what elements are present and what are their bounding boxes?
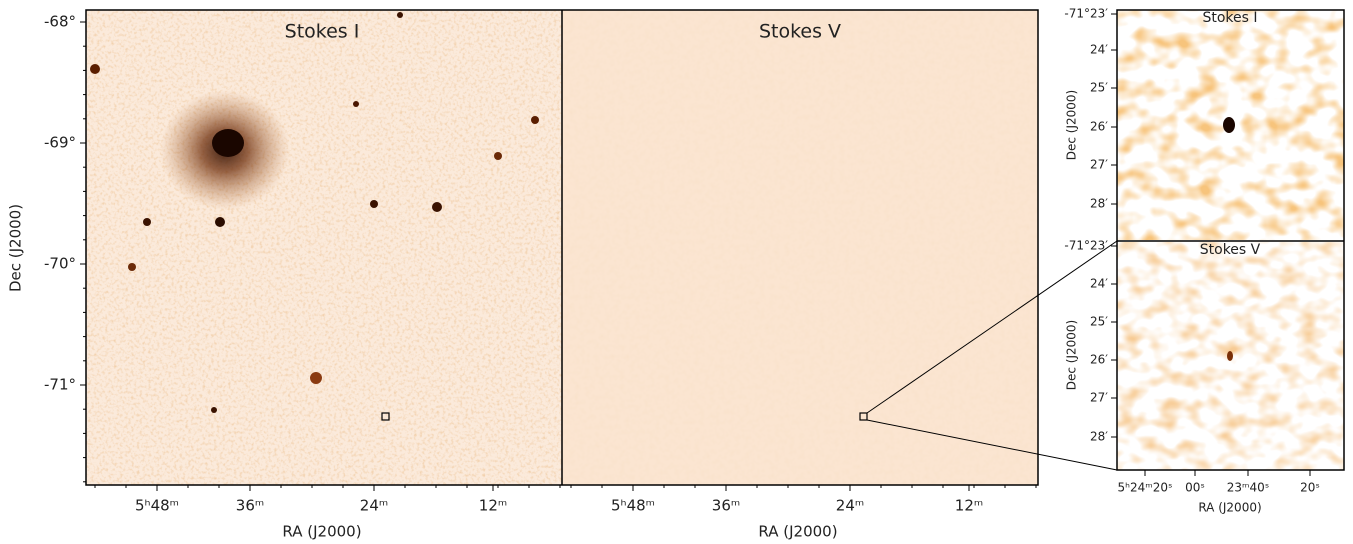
y-tick-label: -68° bbox=[44, 13, 76, 31]
y-tick-label: 28′ bbox=[1090, 197, 1108, 211]
y-tick-label: 27′ bbox=[1090, 158, 1108, 172]
x-tick-label: 24ᵐ bbox=[360, 497, 388, 515]
x-axis-label: RA (J2000) bbox=[758, 523, 837, 541]
y-tick-label: -71°23′ bbox=[1064, 239, 1108, 253]
y-tick-label: 26′ bbox=[1090, 120, 1108, 134]
panel-stokes-i bbox=[86, 10, 562, 485]
y-tick-label: 28′ bbox=[1090, 430, 1108, 444]
panel-stokes-v bbox=[562, 10, 1038, 485]
x-axis-label: RA (J2000) bbox=[1198, 501, 1261, 515]
y-axis-label: Dec (J2000) bbox=[7, 204, 25, 292]
x-tick-label: 5ʰ48ᵐ bbox=[611, 497, 655, 515]
y-tick-label: 24′ bbox=[1090, 277, 1108, 291]
y-axis-label: Dec (J2000) bbox=[1065, 90, 1079, 160]
x-tick-label: 23ᵐ40ˢ bbox=[1227, 481, 1270, 495]
x-tick-label: 36ᵐ bbox=[712, 497, 740, 515]
y-tick-label: 26′ bbox=[1090, 353, 1108, 367]
x-tick-label: 12ᵐ bbox=[955, 497, 983, 515]
y-tick-label: 27′ bbox=[1090, 391, 1108, 405]
x-axis-label: RA (J2000) bbox=[282, 523, 361, 541]
y-tick-label: 24′ bbox=[1090, 43, 1108, 57]
zoom-line bbox=[866, 419, 1118, 471]
x-tick-label: 00ˢ bbox=[1185, 481, 1205, 495]
x-tick-label: 20ˢ bbox=[1300, 481, 1320, 495]
x-tick-label: 5ʰ24ᵐ20ˢ bbox=[1118, 481, 1173, 495]
y-tick-label: 25′ bbox=[1090, 315, 1108, 329]
y-tick-label: -71° bbox=[44, 376, 76, 394]
x-tick-label: 12ᵐ bbox=[479, 497, 507, 515]
zoom-line bbox=[866, 240, 1118, 414]
x-tick-label: 24ᵐ bbox=[836, 497, 864, 515]
y-tick-label: -71°23′ bbox=[1064, 7, 1108, 21]
panel-title: Stokes V bbox=[759, 21, 841, 43]
inset-title: Stokes I bbox=[1202, 10, 1257, 26]
y-tick-label: -70° bbox=[44, 255, 76, 273]
x-tick-label: 5ʰ48ᵐ bbox=[135, 497, 179, 515]
inset-stokes-i bbox=[1117, 10, 1344, 240]
panel-title: Stokes I bbox=[285, 21, 360, 43]
inset-title: Stokes V bbox=[1200, 242, 1261, 258]
y-axis-label: Dec (J2000) bbox=[1065, 320, 1079, 390]
y-tick-label: 25′ bbox=[1090, 81, 1108, 95]
y-tick-label: -69° bbox=[44, 134, 76, 152]
inset-stokes-v bbox=[1117, 242, 1344, 470]
x-tick-label: 36ᵐ bbox=[236, 497, 264, 515]
